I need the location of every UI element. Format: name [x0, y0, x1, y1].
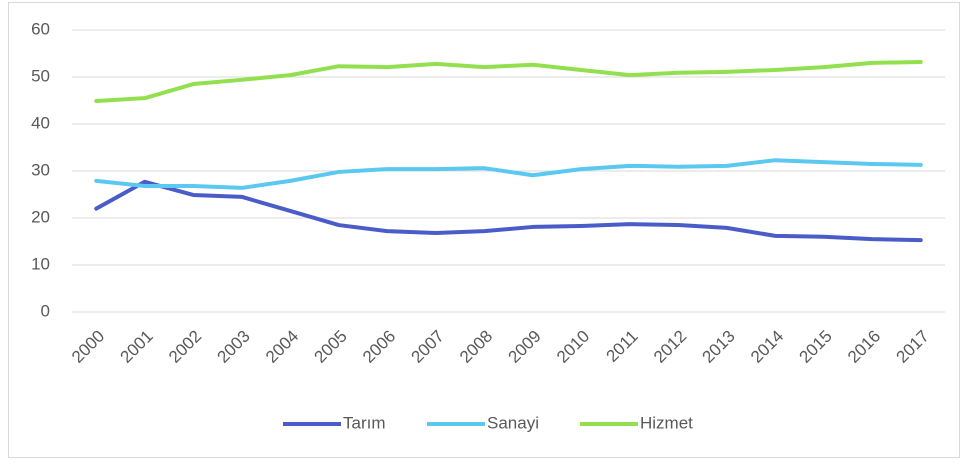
y-tick-label: 30: [31, 160, 50, 179]
series-line: [94, 179, 923, 243]
series-line: [94, 158, 923, 190]
y-tick-label: 10: [31, 254, 50, 273]
series-line: [94, 59, 923, 103]
y-tick-label: 40: [31, 113, 50, 132]
y-tick-label: 50: [31, 66, 50, 85]
y-tick-label: 60: [31, 19, 50, 38]
legend-label: Tarım: [343, 413, 386, 432]
y-tick-label: 20: [31, 207, 50, 226]
legend-label: Hizmet: [640, 413, 693, 432]
legend-label: Sanayi: [487, 413, 539, 432]
y-tick-label: 0: [41, 301, 50, 320]
